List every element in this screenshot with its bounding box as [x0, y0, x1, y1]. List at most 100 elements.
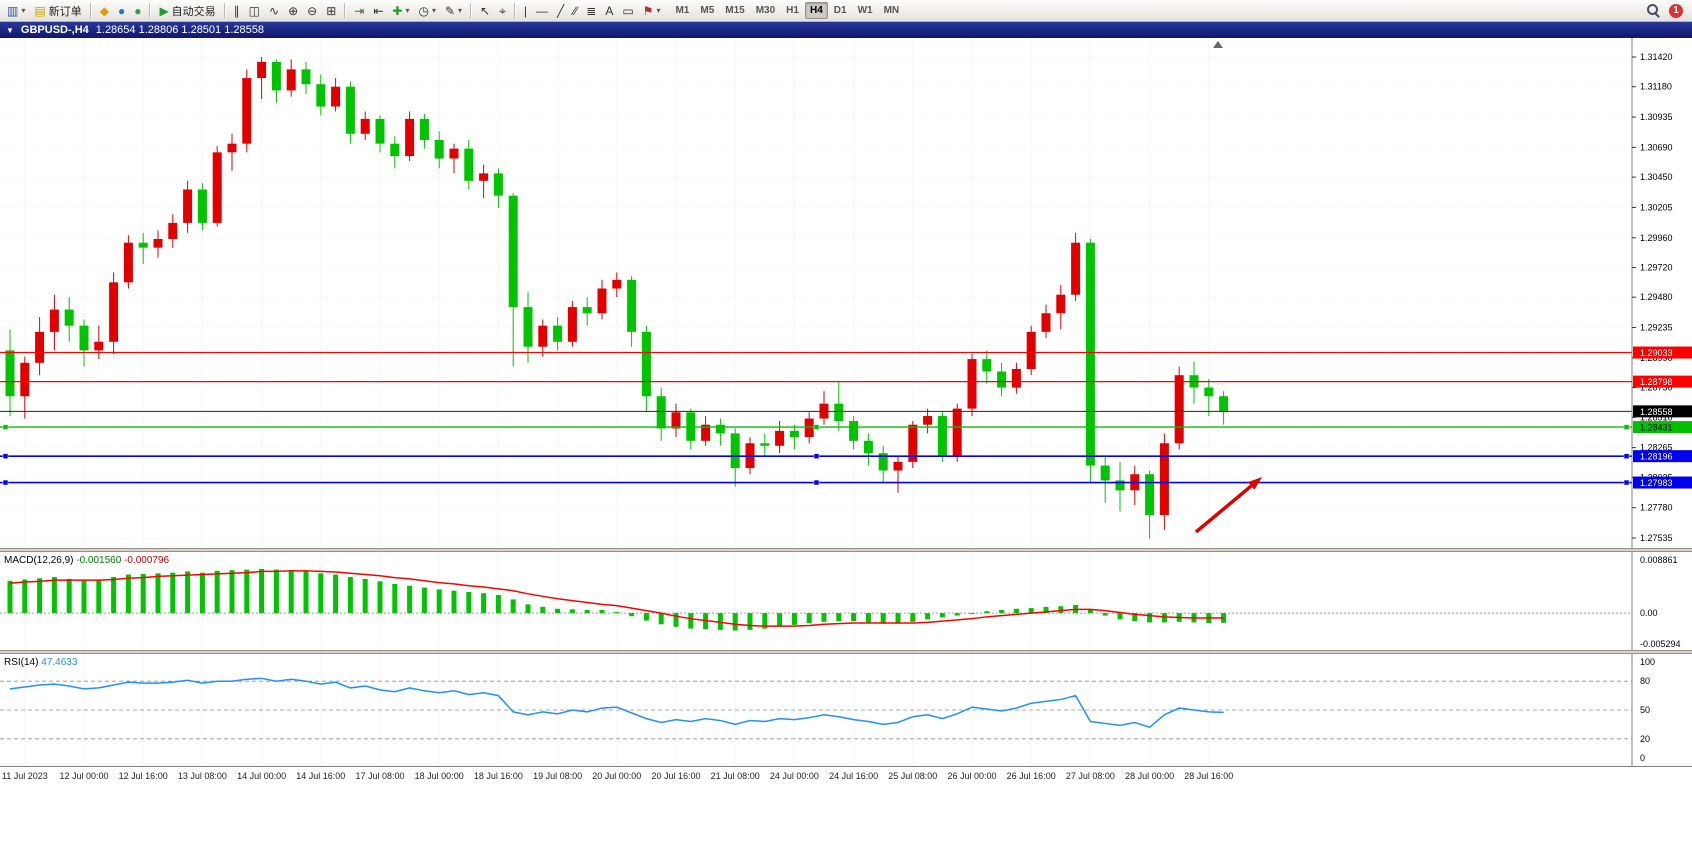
- signals-button[interactable]: ●: [114, 1, 129, 21]
- community-button[interactable]: ●: [130, 1, 145, 21]
- chart-shift-marker: [1213, 41, 1223, 48]
- horizontal-line-button[interactable]: ―: [532, 1, 552, 21]
- price-badge-1.28558: [1633, 405, 1692, 418]
- toolbar-separator: [344, 3, 347, 18]
- panel-splitter-rsi[interactable]: [0, 650, 1692, 654]
- svg-text:-0.005294: -0.005294: [1640, 639, 1681, 649]
- svg-text:1.27983: 1.27983: [1640, 478, 1673, 488]
- timeframe-m5-button[interactable]: M5: [700, 5, 715, 16]
- periods-icon: ◷: [418, 3, 429, 18]
- timeframe-w1-button[interactable]: W1: [857, 5, 873, 16]
- arrows-button[interactable]: ⚑ ▾: [639, 1, 665, 21]
- chart-quote: 1.28654 1.28806 1.28501 1.28558: [95, 24, 264, 36]
- indicators-button[interactable]: ✚ ▾: [388, 1, 413, 21]
- time-label: 26 Jul 16:00: [1006, 771, 1056, 781]
- timeframe-h4-button[interactable]: H4: [804, 2, 828, 19]
- vertical-line-icon: |: [523, 3, 527, 18]
- trendline-icon: ╱: [557, 3, 565, 18]
- timeframe-m30-button[interactable]: M30: [755, 5, 776, 16]
- main-chart-svg[interactable]: 1.31420 1.31180 1.30935 1.30690 1.30450 1.302…: [0, 38, 1692, 548]
- auto-trading-button[interactable]: ▶ 自动交易: [155, 1, 219, 21]
- cursor-button[interactable]: ↖: [476, 1, 494, 21]
- rsi-label: RSI(14) 47.4633: [4, 657, 78, 668]
- svg-text:1.28431: 1.28431: [1640, 423, 1673, 433]
- chart-shift-icon: ⇤: [373, 3, 384, 18]
- time-label: 12 Jul 00:00: [59, 771, 109, 781]
- fibonacci-button[interactable]: ≣: [582, 1, 600, 21]
- toolbar-separator: [89, 3, 92, 18]
- bar-chart-icon: ∥: [233, 3, 240, 18]
- chart-shift-button[interactable]: ⇤: [369, 1, 387, 21]
- toolbar-separator: [149, 3, 152, 18]
- line-chart-button[interactable]: ∿: [265, 1, 283, 21]
- svg-text:0: 0: [1640, 753, 1645, 763]
- crosshair-button[interactable]: ⌖: [495, 1, 510, 21]
- dropdown-arrow-icon: ▾: [656, 6, 661, 15]
- zoom-in-button[interactable]: ⊕: [284, 1, 302, 21]
- new-order-icon: ▤: [34, 3, 46, 18]
- market-button[interactable]: ◆: [96, 1, 113, 21]
- time-label: 14 Jul 00:00: [237, 771, 287, 781]
- rsi-line: [9, 677, 1224, 729]
- indicators-icon: ✚: [392, 3, 403, 18]
- svg-text:100: 100: [1640, 657, 1655, 667]
- arrow-object: [1194, 484, 1253, 534]
- auto-scroll-button[interactable]: ⇥: [350, 1, 368, 21]
- svg-text:0.008861: 0.008861: [1640, 555, 1678, 565]
- svg-text:1.28265: 1.28265: [1640, 443, 1673, 453]
- svg-text:1.29235: 1.29235: [1640, 323, 1673, 333]
- toolbar-separator: [223, 3, 226, 18]
- chart-menu-icon[interactable]: ▼: [6, 25, 14, 35]
- macd-panel-svg[interactable]: 0.008861 0.00 -0.005294 MACD(12,26,9) -0.00…: [0, 552, 1692, 650]
- time-label: 20 Jul 16:00: [651, 771, 701, 781]
- toolbar-separator: [470, 3, 473, 18]
- vertical-line-button[interactable]: |: [520, 1, 531, 21]
- text-icon: A: [605, 3, 614, 18]
- arrow-object-head: [1248, 477, 1262, 490]
- macd-label: MACD(12,26,9) -0.001560 -0.000796: [4, 555, 170, 566]
- price-badge-1.27983: [1633, 476, 1692, 489]
- periods-button[interactable]: ◷ ▾: [414, 1, 440, 21]
- macd-histogram: [7, 568, 1227, 631]
- svg-text:20: 20: [1640, 734, 1650, 744]
- line-chart-icon: ∿: [269, 3, 280, 18]
- new-order-button[interactable]: ▤ 新订单: [30, 1, 85, 21]
- timeframe-mn-button[interactable]: MN: [883, 5, 900, 16]
- search-icon-handle: [1654, 12, 1660, 18]
- price-badge-1.28798: [1633, 375, 1692, 388]
- zoom-in-icon: ⊕: [288, 3, 299, 18]
- time-label: 28 Jul 00:00: [1125, 771, 1175, 781]
- tile-windows-button[interactable]: ⊞: [322, 1, 340, 21]
- candles: [5, 57, 1229, 539]
- candlestick-chart-button[interactable]: ◫: [245, 1, 264, 21]
- timeframe-m15-button[interactable]: M15: [725, 5, 745, 16]
- text-button[interactable]: A: [601, 1, 617, 21]
- time-label: 21 Jul 08:00: [710, 771, 760, 781]
- svg-text:0.00: 0.00: [1640, 608, 1658, 618]
- trendline-button[interactable]: ╱: [553, 1, 568, 21]
- auto-trading-icon: ▶: [159, 3, 169, 18]
- bar-chart-button[interactable]: ∥: [230, 1, 244, 21]
- notification-badge[interactable]: 1: [1669, 3, 1683, 18]
- time-axis[interactable]: 11 Jul 2023 12 Jul 00:00 12 Jul 16:00 13 Ju…: [0, 766, 1692, 788]
- text-label-button[interactable]: ▭: [618, 1, 637, 21]
- price-badge-1.29033: [1633, 346, 1692, 359]
- timeframe-h1-button[interactable]: H1: [786, 5, 799, 16]
- timeframe-m1-button[interactable]: M1: [675, 5, 690, 16]
- svg-text:1.29033: 1.29033: [1640, 348, 1673, 358]
- zoom-out-button[interactable]: ⊖: [303, 1, 321, 21]
- search-icon[interactable]: [1646, 3, 1661, 18]
- toolbar-buttons: ▥ ▾ ▤ 新订单 ◆ ● ● ▶ 自动交易 ∥ ◫ ∿ ⊕ ⊖ ⊞ ⇥ ⇤ ✚ ▾ ◷ ▾ ✎ ▾ ↖ ⌖ | ― ╱ ∕∕ ≣ A ▭ ⚑ ▾: [3, 1, 664, 21]
- timeframe-d1-button[interactable]: D1: [833, 5, 847, 16]
- svg-text:1.28558: 1.28558: [1640, 407, 1673, 417]
- arrows-icon: ⚑: [642, 3, 654, 18]
- toolbar: ▥ ▾ ▤ 新订单 ◆ ● ● ▶ 自动交易 ∥ ◫ ∿ ⊕ ⊖ ⊞ ⇥ ⇤ ✚ ▾ ◷ ▾ ✎ ▾ ↖ ⌖ | ― ╱ ∕∕ ≣ A ▭ ⚑ ▾…: [0, 0, 1692, 22]
- equidistant-channel-button[interactable]: ∕∕: [569, 1, 581, 21]
- macd-signal-line: [9, 570, 1224, 627]
- new-chart-button[interactable]: ▥ ▾: [3, 1, 29, 21]
- svg-text:1.27780: 1.27780: [1640, 503, 1673, 513]
- rsi-panel-svg[interactable]: 100 80 50 20 0 RSI(14) 47.4633: [0, 654, 1692, 766]
- panel-splitter-macd[interactable]: [0, 548, 1692, 552]
- time-label: 12 Jul 16:00: [118, 771, 168, 781]
- templates-button[interactable]: ✎ ▾: [441, 1, 466, 21]
